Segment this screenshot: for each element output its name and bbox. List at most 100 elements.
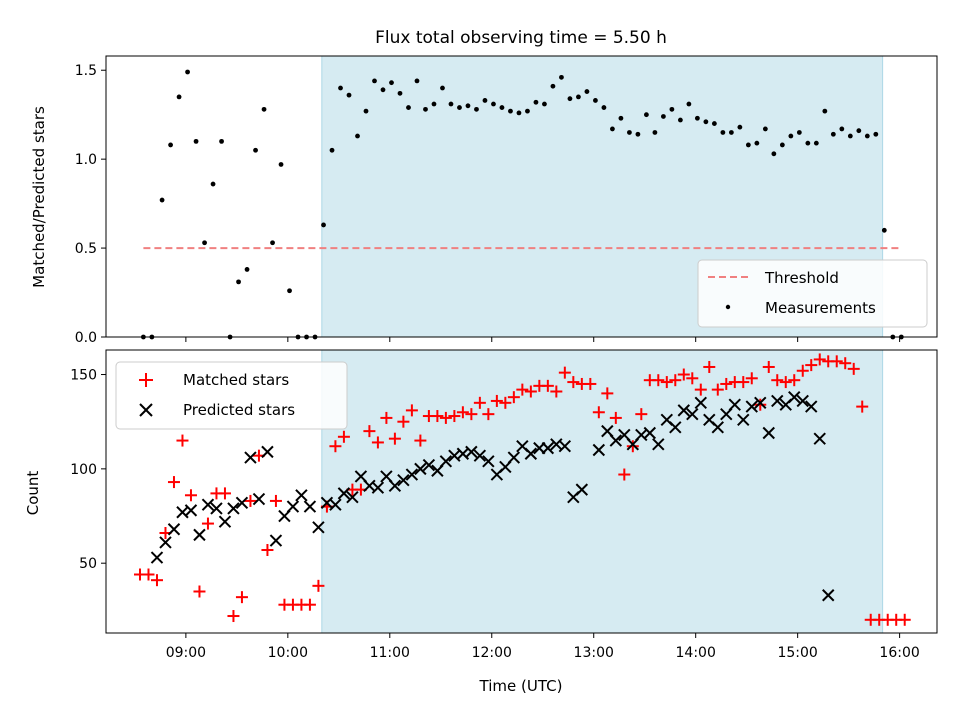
bottom-observing-span bbox=[321, 349, 884, 634]
measurement-point bbox=[618, 115, 624, 121]
top-legend: Threshold Measurements bbox=[697, 259, 928, 328]
matched-star-point bbox=[227, 610, 240, 623]
x-tick-label: 16:00 bbox=[879, 645, 919, 661]
matched-star-point bbox=[235, 591, 248, 604]
predicted-star-point bbox=[337, 487, 351, 500]
matched-star-point bbox=[312, 579, 325, 592]
top-panel: 0.0 0.5 1.0 1.5 Matched/Predicted stars Thr… bbox=[30, 55, 938, 346]
matched-star-point bbox=[184, 489, 197, 502]
measurement-point bbox=[210, 181, 216, 187]
measurement-point bbox=[796, 130, 802, 135]
matched-star-point bbox=[397, 415, 410, 428]
predicted-star-point bbox=[762, 426, 775, 440]
measurement-point bbox=[779, 142, 785, 148]
measurement-point bbox=[839, 126, 845, 132]
matched-legend-label: Matched stars bbox=[183, 371, 289, 389]
x-tick-label: 09:00 bbox=[166, 645, 206, 661]
matched-star-point bbox=[142, 568, 155, 581]
predicted-star-point bbox=[303, 500, 317, 513]
predicted-star-point bbox=[193, 528, 206, 542]
measurement-point bbox=[652, 130, 658, 135]
measurement-point bbox=[414, 78, 420, 84]
matched-star-point bbox=[694, 383, 707, 396]
measurement-point bbox=[508, 108, 513, 114]
matched-star-point bbox=[737, 376, 750, 389]
measurement-point bbox=[321, 222, 326, 228]
measurement-point bbox=[448, 101, 454, 107]
measurement-point bbox=[423, 106, 428, 112]
predicted-star-point bbox=[210, 502, 223, 515]
measurement-point bbox=[686, 101, 692, 107]
matched-star-point bbox=[167, 476, 180, 489]
measurement-point bbox=[567, 96, 573, 102]
measurement-point bbox=[610, 126, 615, 132]
measurement-point bbox=[389, 80, 394, 86]
measurements-legend-label: Measurements bbox=[765, 299, 876, 317]
predicted-star-point bbox=[465, 445, 478, 459]
matched-star-point bbox=[703, 360, 716, 373]
measurement-point bbox=[822, 108, 828, 114]
predicted-star-points bbox=[150, 390, 835, 602]
matched-star-point bbox=[830, 355, 843, 368]
matched-star-point bbox=[516, 383, 529, 396]
matched-star-point bbox=[507, 391, 520, 404]
matched-star-point bbox=[303, 598, 316, 611]
matched-star-point bbox=[414, 434, 427, 447]
predicted-star-point bbox=[371, 481, 385, 494]
matched-star-point bbox=[524, 385, 537, 398]
y-tick-label: 100 bbox=[70, 462, 97, 478]
measurement-point bbox=[244, 267, 250, 272]
predicted-star-point bbox=[286, 500, 300, 513]
matched-star-point bbox=[490, 394, 503, 407]
bottom-x-ticks: 09:00 10:00 11:00 12:00 13:00 14:00 15:00 16:00 bbox=[166, 633, 920, 661]
bottom-y-ticks: 50 100 150 bbox=[70, 368, 106, 572]
measurement-point bbox=[601, 105, 607, 110]
y-tick-label: 0.0 bbox=[75, 330, 97, 346]
x-tick-label: 15:00 bbox=[777, 645, 817, 661]
predicted-star-point bbox=[329, 498, 342, 511]
matched-star-point bbox=[745, 372, 758, 385]
matched-star-point bbox=[601, 387, 614, 400]
measurement-point bbox=[372, 78, 377, 84]
measurement-point bbox=[346, 92, 352, 98]
matched-star-point bbox=[388, 432, 401, 445]
predicted-legend-swatch bbox=[139, 403, 153, 417]
predicted-star-point bbox=[592, 443, 606, 457]
matched-star-point bbox=[329, 440, 342, 453]
matched-star-point bbox=[805, 359, 818, 372]
matched-star-point bbox=[609, 411, 622, 424]
top-legend-box bbox=[697, 259, 928, 328]
measurement-point bbox=[431, 101, 437, 107]
matched-star-point bbox=[431, 410, 444, 423]
predicted-star-point bbox=[346, 490, 359, 504]
predicted-star-point bbox=[439, 455, 453, 468]
measurement-point bbox=[363, 108, 369, 114]
predicted-star-point bbox=[507, 451, 521, 464]
predicted-star-point bbox=[575, 483, 589, 496]
measurement-point bbox=[236, 279, 241, 285]
measurement-point bbox=[644, 112, 649, 118]
measurement-point bbox=[202, 240, 207, 246]
bottom-panel: 50 100 150 09:00 10:00 11:00 12:00 13:00 14:00 1… bbox=[24, 349, 938, 695]
measurement-point bbox=[830, 131, 836, 137]
matched-star-point bbox=[558, 366, 571, 379]
matched-star-point bbox=[482, 408, 495, 421]
measurement-point bbox=[720, 130, 726, 135]
predicted-star-point bbox=[397, 473, 410, 487]
measurement-point bbox=[219, 138, 224, 144]
predicted-star-point bbox=[252, 492, 266, 506]
measurement-point bbox=[805, 140, 811, 146]
measurement-point bbox=[397, 90, 403, 96]
x-tick-label: 12:00 bbox=[472, 645, 512, 661]
threshold-legend-label: Threshold bbox=[764, 269, 839, 287]
predicted-star-point bbox=[677, 404, 690, 417]
measurement-point bbox=[193, 138, 199, 144]
matched-star-point bbox=[779, 376, 792, 389]
predicted-star-point bbox=[159, 536, 172, 549]
matched-star-point bbox=[711, 383, 724, 396]
bottom-legend: Matched stars Predicted stars bbox=[115, 361, 348, 430]
matched-star-point bbox=[448, 410, 461, 423]
predicted-star-point bbox=[218, 515, 232, 528]
bottom-y-axis-label: Count bbox=[24, 471, 42, 516]
